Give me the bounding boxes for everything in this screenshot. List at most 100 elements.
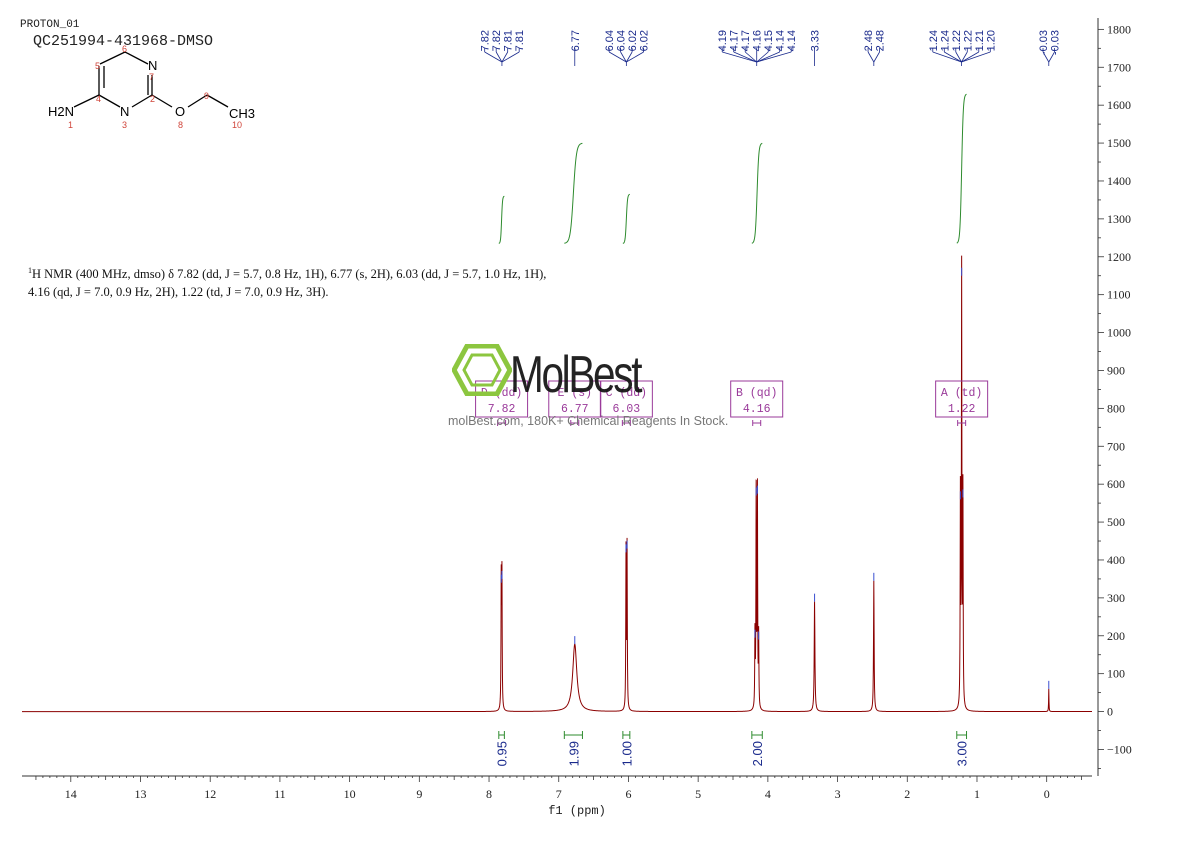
x-tick-label: 4 bbox=[765, 787, 771, 801]
atom-num-4: 4 bbox=[96, 94, 101, 104]
y-tick-label: 200 bbox=[1107, 629, 1125, 643]
watermark-tagline: molBest.com, 180K+ Chemical Reagents In … bbox=[448, 414, 729, 428]
peak-label: 1.22 bbox=[962, 30, 974, 51]
multiplet-shift: 6.77 bbox=[561, 403, 589, 416]
x-tick-label: 1 bbox=[974, 787, 980, 801]
peak-label: 6.02 bbox=[639, 30, 651, 51]
y-tick-label: 1700 bbox=[1107, 60, 1131, 74]
y-tick-label: 0 bbox=[1107, 705, 1113, 719]
peak-label: 4.17 bbox=[740, 30, 752, 51]
atom-ch3: CH3 bbox=[229, 106, 255, 121]
multiplet-label: B (qd) bbox=[736, 387, 777, 400]
peak-label: 2.48 bbox=[875, 30, 887, 51]
x-tick-label: 5 bbox=[695, 787, 701, 801]
atom-num-2: 2 bbox=[150, 94, 155, 104]
molecule-structure: H2N 1 4 5 6 N 7 2 N 3 O 8 9 CH3 10 bbox=[48, 44, 255, 130]
peak-label: 4.19 bbox=[717, 30, 729, 51]
multiplet-shift: 7.82 bbox=[488, 403, 516, 416]
y-tick-label: 600 bbox=[1107, 477, 1125, 491]
peak-label-leader bbox=[620, 51, 627, 63]
x-tick-label: 10 bbox=[344, 787, 356, 801]
peak-label-leader bbox=[1048, 51, 1055, 63]
peak-label: 1.24 bbox=[928, 30, 940, 51]
watermark-hexagon-icon bbox=[452, 344, 512, 396]
integral-value: 1.99 bbox=[566, 741, 581, 766]
peak-label-leader bbox=[495, 51, 503, 63]
integral-value: 3.00 bbox=[955, 741, 970, 766]
atom-nh2: H2N bbox=[48, 104, 74, 119]
peak-label-leader bbox=[484, 51, 503, 63]
x-tick-label: 11 bbox=[274, 787, 286, 801]
peak-label-leader bbox=[733, 51, 757, 63]
peak-label-leader bbox=[961, 51, 979, 63]
peak-label: 4.17 bbox=[729, 30, 741, 51]
y-tick-label: 900 bbox=[1107, 363, 1125, 377]
atom-num-10: 10 bbox=[232, 120, 242, 130]
peak-label-leader bbox=[756, 51, 780, 63]
watermark-brand: MolBest bbox=[510, 346, 642, 404]
x-tick-label: 12 bbox=[204, 787, 216, 801]
x-tick-label: 14 bbox=[65, 787, 77, 801]
peak-label-leader bbox=[1042, 51, 1050, 63]
peak-label-leader bbox=[501, 51, 509, 63]
peak-label: 7.82 bbox=[491, 30, 503, 51]
y-tick-label: 1100 bbox=[1107, 288, 1131, 302]
nmr-superscript: 1 bbox=[28, 266, 32, 275]
peak-label-leader bbox=[961, 51, 991, 63]
peak-label: 1.21 bbox=[974, 30, 986, 51]
y-tick-label: 1000 bbox=[1107, 326, 1131, 340]
atom-num-5: 5 bbox=[95, 61, 100, 71]
y-tick-label: 1500 bbox=[1107, 136, 1131, 150]
x-tick-label: 2 bbox=[904, 787, 910, 801]
y-tick-label: 1300 bbox=[1107, 212, 1131, 226]
y-tick-label: 700 bbox=[1107, 439, 1125, 453]
peak-label-leader bbox=[608, 51, 627, 63]
multiplet-shift: 1.22 bbox=[948, 403, 976, 416]
peak-label-leader bbox=[932, 51, 962, 63]
multiplet-label: A (td) bbox=[941, 387, 982, 400]
integral-value: 0.95 bbox=[495, 741, 510, 766]
y-tick-label: 400 bbox=[1107, 553, 1125, 567]
atom-num-7: 7 bbox=[149, 72, 154, 82]
peak-label-leader bbox=[756, 51, 769, 63]
x-tick-label: 7 bbox=[556, 787, 562, 801]
multiplet-label: D (dd) bbox=[481, 387, 522, 400]
peak-label: 3.33 bbox=[810, 30, 822, 51]
x-tick-label: 8 bbox=[486, 787, 492, 801]
peak-label: 7.81 bbox=[514, 30, 526, 51]
multiplet-label: E (s) bbox=[558, 387, 593, 400]
peak-label-leader bbox=[873, 51, 880, 63]
x-tick-label: 9 bbox=[416, 787, 422, 801]
y-tick-label: 1600 bbox=[1107, 98, 1131, 112]
peak-label-leader bbox=[501, 51, 520, 63]
peak-label: 6.77 bbox=[570, 30, 582, 51]
x-tick-label: 13 bbox=[135, 787, 147, 801]
multiplet-box bbox=[599, 380, 653, 418]
atom-n3: N bbox=[120, 104, 129, 119]
y-tick-label: 1400 bbox=[1107, 174, 1131, 188]
x-tick-label: 0 bbox=[1044, 787, 1050, 801]
peak-label-leader bbox=[944, 51, 962, 63]
peak-label: 4.16 bbox=[752, 30, 764, 51]
multiplet-box bbox=[730, 380, 784, 418]
peak-label: 1.20 bbox=[985, 30, 997, 51]
y-tick-label: 500 bbox=[1107, 515, 1125, 529]
y-tick-label: 1800 bbox=[1107, 22, 1131, 36]
peak-label: 6.04 bbox=[616, 30, 628, 51]
peak-label-leader bbox=[722, 51, 757, 63]
multiplet-label: C (dd) bbox=[606, 387, 647, 400]
peak-label: 6.02 bbox=[627, 30, 639, 51]
nmr-description-line1: H NMR (400 MHz, dmso) δ 7.82 (dd, J = 5.… bbox=[32, 267, 547, 282]
integral-curve bbox=[564, 142, 583, 244]
integral-curve bbox=[498, 195, 505, 244]
peak-label: 1.24 bbox=[939, 30, 951, 51]
peak-label: 7.82 bbox=[480, 30, 492, 51]
atom-num-9: 9 bbox=[204, 91, 209, 101]
peak-label: 2.48 bbox=[863, 30, 875, 51]
y-tick-label: −100 bbox=[1107, 742, 1132, 756]
peak-label-leader bbox=[626, 51, 644, 63]
nmr-description-line2: 4.16 (qd, J = 7.0, 0.9 Hz, 2H), 1.22 (td… bbox=[28, 285, 329, 300]
peak-label: 4.14 bbox=[775, 30, 787, 51]
y-tick-label: 800 bbox=[1107, 401, 1125, 415]
